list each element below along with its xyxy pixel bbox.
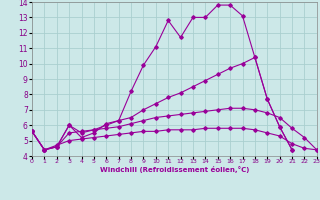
X-axis label: Windchill (Refroidissement éolien,°C): Windchill (Refroidissement éolien,°C) <box>100 166 249 173</box>
